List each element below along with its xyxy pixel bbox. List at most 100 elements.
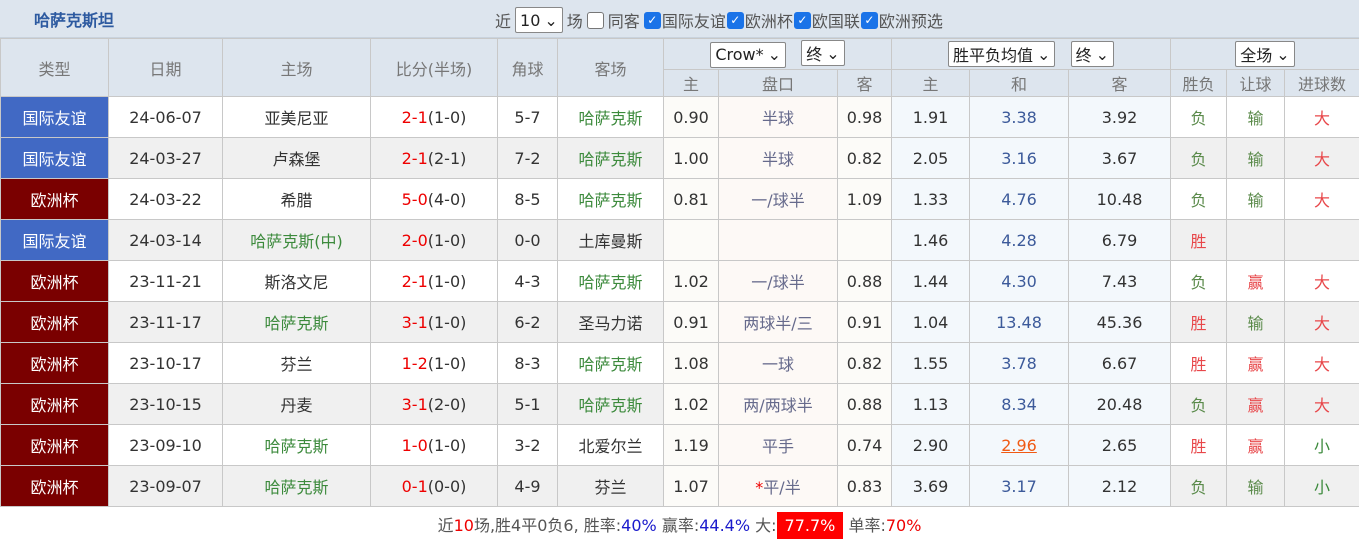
table-row[interactable]: 国际友谊 24-06-07 亚美尼亚 2-1(1-0) 5-7 哈萨克斯 0.9… (0, 96, 1359, 138)
half-score: (1-0) (427, 353, 467, 373)
ah-line-value: 半球 (761, 109, 794, 128)
table-row[interactable]: 欧洲杯 24-03-22 希腊 5-0(4-0) 8-5 哈萨克斯 0.81 一… (0, 178, 1359, 220)
match-type[interactable]: 欧洲杯 (0, 260, 109, 302)
match-type[interactable]: 欧洲杯 (0, 465, 109, 507)
ah-rate: 44.4% (699, 516, 751, 535)
ox-company-select[interactable]: 胜平负均值 ⌄ (947, 41, 1056, 67)
home-team[interactable]: 哈萨克斯(中) (222, 219, 371, 261)
ah-company-value: Crow* (715, 45, 764, 65)
away-team[interactable]: 芬兰 (557, 465, 664, 507)
full-score: 2-0 (401, 230, 428, 250)
ah-home-odds: 1.08 (663, 342, 719, 384)
home-team[interactable]: 哈萨克斯 (222, 301, 371, 343)
league-checkbox[interactable]: ✓ (643, 11, 661, 29)
col-score: 比分(半场) (370, 38, 498, 97)
same-away-checkbox[interactable] (586, 11, 604, 29)
ah-home-odds: 1.00 (663, 137, 719, 179)
ox-draw-odds: 3.38 (969, 96, 1069, 138)
table-row[interactable]: 欧洲杯 23-11-21 斯洛文尼 2-1(1-0) 4-3 哈萨克斯 1.02… (0, 260, 1359, 302)
match-type[interactable]: 欧洲杯 (0, 424, 109, 466)
score[interactable]: 2-1(1-0) (370, 96, 498, 138)
ah-line-value: 一/球半 (751, 273, 805, 292)
summary-text: 单率: (843, 516, 886, 535)
league-checkbox[interactable]: ✓ (726, 11, 744, 29)
away-team[interactable]: 哈萨克斯 (557, 342, 664, 384)
count-select[interactable]: 10 ⌄ (515, 7, 563, 33)
ox-draw-value[interactable]: 2.96 (1001, 435, 1037, 455)
away-team[interactable]: 土库曼斯 (557, 219, 664, 261)
summary-text: 大: (750, 516, 777, 535)
match-type[interactable]: 国际友谊 (0, 96, 109, 138)
ox-away-odds: 2.65 (1068, 424, 1171, 466)
table-row[interactable]: 欧洲杯 23-10-17 芬兰 1-2(1-0) 8-3 哈萨克斯 1.08 一… (0, 342, 1359, 384)
away-team[interactable]: 圣马力诺 (557, 301, 664, 343)
home-team[interactable]: 哈萨克斯 (222, 465, 371, 507)
summary-text: 场,胜4平0负6, 胜率: (473, 516, 622, 535)
ah-company-select[interactable]: Crow* ⌄ (710, 41, 786, 68)
score[interactable]: 5-0(4-0) (370, 178, 498, 220)
ah-away-odds: 0.88 (837, 383, 892, 425)
title-bar: 哈萨克斯坦 近 10 ⌄ 场 同客 ✓ 国际友谊 ✓ 欧洲杯 ✓ 欧国联 ✓ 欧洲预选 (0, 0, 1359, 38)
match-type[interactable]: 欧洲杯 (0, 342, 109, 384)
score[interactable]: 1-2(1-0) (370, 342, 498, 384)
score[interactable]: 0-1(0-0) (370, 465, 498, 507)
league-checkbox[interactable]: ✓ (793, 11, 811, 29)
table-row[interactable]: 欧洲杯 23-09-10 哈萨克斯 1-0(1-0) 3-2 北爱尔兰 1.19… (0, 424, 1359, 466)
win-rate: 40% (621, 516, 657, 535)
table-row[interactable]: 欧洲杯 23-11-17 哈萨克斯 3-1(1-0) 6-2 圣马力诺 0.91… (0, 301, 1359, 343)
ah-result (1226, 219, 1285, 261)
away-team[interactable]: 哈萨克斯 (557, 260, 664, 302)
table-row[interactable]: 国际友谊 24-03-14 哈萨克斯(中) 2-0(1-0) 0-0 土库曼斯 … (0, 219, 1359, 261)
score[interactable]: 2-0(1-0) (370, 219, 498, 261)
home-team[interactable]: 哈萨克斯 (222, 424, 371, 466)
match-date: 24-03-27 (108, 137, 223, 179)
home-team[interactable]: 亚美尼亚 (222, 96, 371, 138)
score[interactable]: 2-1(2-1) (370, 137, 498, 179)
league-checkbox[interactable]: ✓ (860, 11, 878, 29)
table-row[interactable]: 国际友谊 24-03-27 卢森堡 2-1(2-1) 7-2 哈萨克斯 1.00… (0, 137, 1359, 179)
ox-stage-select[interactable]: 终 ⌄ (1070, 41, 1115, 67)
away-team[interactable]: 哈萨克斯 (557, 383, 664, 425)
summary-text: 近 (437, 516, 454, 535)
home-team[interactable]: 丹麦 (222, 383, 371, 425)
summary: 近10场,胜4平0负6, 胜率:40% 赢率:44.4% 大: 77.7% 单率:… (0, 507, 1359, 544)
home-team[interactable]: 芬兰 (222, 342, 371, 384)
score[interactable]: 1-0(1-0) (370, 424, 498, 466)
ox-home-odds: 1.33 (891, 178, 970, 220)
match-date: 23-09-07 (108, 465, 223, 507)
table-row[interactable]: 欧洲杯 23-10-15 丹麦 3-1(2-0) 5-1 哈萨克斯 1.02 两… (0, 383, 1359, 425)
score[interactable]: 2-1(1-0) (370, 260, 498, 302)
corners: 8-3 (497, 342, 558, 384)
score[interactable]: 3-1(2-0) (370, 383, 498, 425)
ah-away-odds: 0.88 (837, 260, 892, 302)
home-team[interactable]: 卢森堡 (222, 137, 371, 179)
result: 负 (1170, 383, 1227, 425)
away-team[interactable]: 哈萨克斯 (557, 137, 664, 179)
home-team[interactable]: 希腊 (222, 178, 371, 220)
match-type[interactable]: 欧洲杯 (0, 383, 109, 425)
period-select[interactable]: 全场 ⌄ (1235, 41, 1295, 67)
league-label: 国际友谊 (661, 12, 726, 31)
score[interactable]: 3-1(1-0) (370, 301, 498, 343)
table-row[interactable]: 欧洲杯 23-09-07 哈萨克斯 0-1(0-0) 4-9 芬兰 1.07 *… (0, 465, 1359, 507)
ox-draw-value: 13.48 (996, 312, 1042, 332)
ah-result: 赢 (1226, 260, 1285, 302)
home-team[interactable]: 斯洛文尼 (222, 260, 371, 302)
ox-draw-odds: 3.16 (969, 137, 1069, 179)
away-team[interactable]: 哈萨克斯 (557, 96, 664, 138)
ah-line-value: 平/半 (763, 478, 801, 497)
over-rate: 77.7% (776, 512, 844, 539)
away-team[interactable]: 哈萨克斯 (557, 178, 664, 220)
away-team[interactable]: 北爱尔兰 (557, 424, 664, 466)
recent-label: 近 (495, 12, 512, 31)
match-type[interactable]: 欧洲杯 (0, 178, 109, 220)
ox-draw-odds[interactable]: 2.96 (969, 424, 1069, 466)
ah-away-odds: 0.74 (837, 424, 892, 466)
ox-home-odds: 3.69 (891, 465, 970, 507)
ou-result: 大 (1284, 137, 1359, 179)
ah-stage-select[interactable]: 终 ⌄ (801, 40, 845, 67)
match-type[interactable]: 国际友谊 (0, 137, 109, 179)
summary-count: 10 (453, 516, 474, 535)
match-type[interactable]: 国际友谊 (0, 219, 109, 261)
match-type[interactable]: 欧洲杯 (0, 301, 109, 343)
